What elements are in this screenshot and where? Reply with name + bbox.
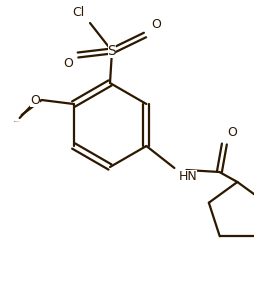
Text: O: O (30, 93, 39, 106)
Text: S: S (107, 44, 116, 58)
Text: HN: HN (178, 170, 196, 183)
Text: methoxy: methoxy (13, 121, 20, 122)
Text: O: O (63, 57, 73, 70)
Text: Cl: Cl (72, 6, 85, 19)
Text: O: O (150, 18, 160, 31)
Text: O: O (227, 126, 236, 139)
